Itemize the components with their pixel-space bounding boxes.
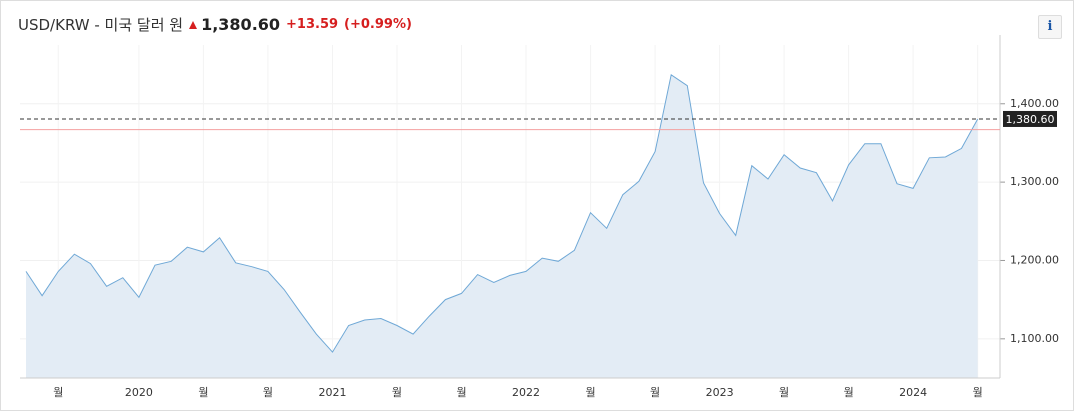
x-tick-label: 2021 xyxy=(318,386,346,399)
last-price-box xyxy=(1003,110,1057,127)
x-tick-label: 월 xyxy=(456,386,466,399)
change: +13.59 xyxy=(286,17,339,32)
x-tick-label: 월 xyxy=(779,386,789,399)
x-tick-label: 월 xyxy=(844,386,854,399)
y-tick-label: 1,400.00 xyxy=(1010,97,1059,110)
x-tick-label: 2022 xyxy=(512,386,540,399)
x-tick-label: 2024 xyxy=(899,386,927,399)
price: 1,380.60 xyxy=(201,15,281,34)
y-tick-label: 1,200.00 xyxy=(1010,253,1059,266)
x-tick-label: 월 xyxy=(263,386,273,399)
x-tick-label: 월 xyxy=(973,386,983,399)
x-tick-label: 월 xyxy=(650,386,660,399)
x-tick-label: 월 xyxy=(392,386,402,399)
y-tick-label: 1,100.00 xyxy=(1010,332,1059,345)
x-tick-label: 월 xyxy=(585,386,595,399)
change-percent: (+0.99%) xyxy=(344,17,412,32)
x-tick-label: 월 xyxy=(198,386,208,399)
info-button[interactable]: i xyxy=(1038,15,1062,39)
area xyxy=(26,74,978,379)
up-arrow xyxy=(189,20,198,29)
header: USD/KRW - 미국 달러 원 1,380.60 +13.59 (+0.99… xyxy=(18,14,418,35)
x-tick-label: 월 xyxy=(53,386,63,399)
x-tick-label: 2023 xyxy=(706,386,734,399)
x-tick-label: 2020 xyxy=(125,386,153,399)
last-price-label: 1,380.60 xyxy=(1006,113,1055,126)
line xyxy=(25,73,979,353)
y-tick-label: 1,300.00 xyxy=(1010,175,1059,188)
chart-title: USD/KRW - 미국 달러 원 xyxy=(18,16,184,34)
